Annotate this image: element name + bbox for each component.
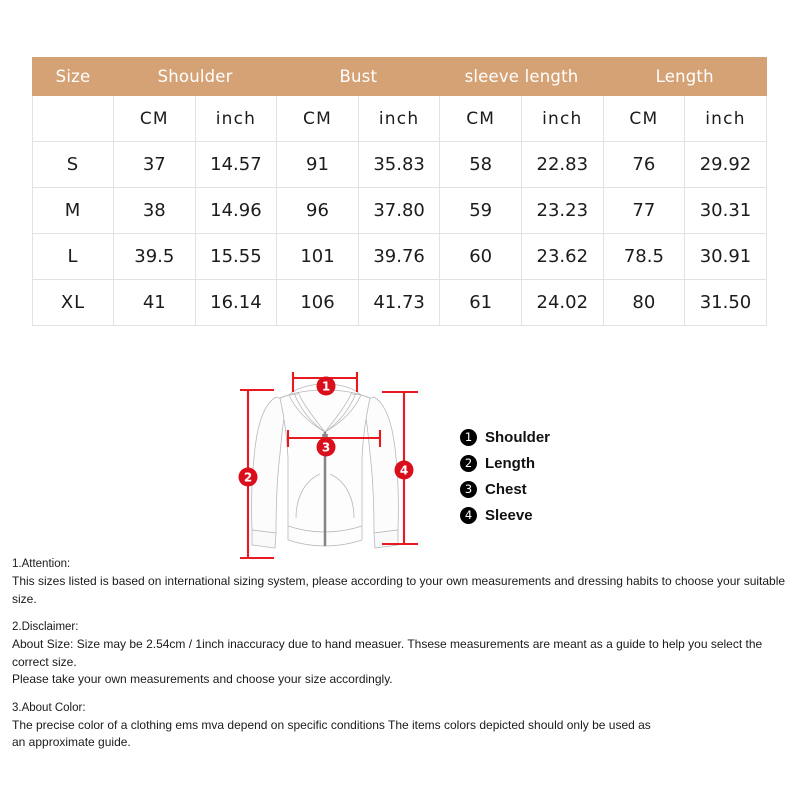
measurement-cell: 23.62	[520, 233, 604, 280]
legend-item-sleeve: 4 Sleeve	[460, 502, 640, 528]
size-chart-table-container: Size Shoulder Bust sleeve length Length CM inc…	[32, 57, 767, 326]
table-unit-row: CM inch CM inch CM inch CM inch	[32, 95, 767, 142]
size-label-xl: XL	[32, 279, 114, 326]
note-line: This sizes listed is based on internatio…	[12, 574, 786, 606]
notes-section: 1.Attention: This sizes listed is based o…	[12, 556, 792, 763]
table-row: M 38 14.96 96 37.80 59 23.23 77 30.31	[32, 187, 767, 234]
marker-1: 1	[316, 376, 336, 396]
measurement-cell: 35.83	[357, 141, 441, 188]
column-group-header-length: Length	[602, 57, 767, 96]
table-header-row: Size Shoulder Bust sleeve length Length	[32, 57, 767, 96]
size-label-m: M	[32, 187, 114, 234]
column-group-header-sleeve-length: sleeve length	[439, 57, 604, 96]
measurement-cell: 39.5	[113, 233, 196, 280]
measurement-cell: 15.55	[194, 233, 278, 280]
legend-label: Shoulder	[485, 428, 551, 446]
svg-text:1: 1	[322, 379, 330, 393]
note-line: an approximate guide.	[12, 735, 131, 749]
legend-number-badge-icon: 3	[460, 480, 477, 498]
measurement-cell: 38	[113, 187, 196, 234]
jacket-measurement-diagram: 1 2 3 4	[232, 368, 452, 568]
measurement-cell: 80	[602, 279, 686, 326]
measurement-cell: 60	[439, 233, 522, 280]
measurement-cell: 59	[439, 187, 522, 234]
measurement-cell: 24.02	[520, 279, 604, 326]
column-group-header-bust: Bust	[276, 57, 441, 96]
legend-item-length: 2 Length	[460, 450, 640, 476]
measurement-cell: 77	[602, 187, 686, 234]
table-row: L 39.5 15.55 101 39.76 60 23.62 78.5 30.91	[32, 233, 767, 280]
measurement-cell: 37	[113, 141, 196, 188]
column-group-header-shoulder: Shoulder	[112, 57, 278, 96]
measurement-cell: 39.76	[357, 233, 441, 280]
note-line: The precise color of a clothing ems mva …	[12, 717, 651, 732]
unit-header-cm-1: CM	[113, 95, 196, 142]
measurement-cell: 30.31	[684, 187, 767, 234]
measurement-cell: 96	[276, 187, 359, 234]
measurement-cell: 14.96	[194, 187, 278, 234]
legend-label: Chest	[485, 480, 527, 498]
note-block: 2.Disclaimer: About Size: Size may be 2.5…	[12, 619, 792, 689]
measurement-cell: 29.92	[684, 141, 767, 188]
note-title: 2.Disclaimer:	[12, 621, 79, 633]
marker-3: 3	[316, 437, 336, 457]
size-label-l: L	[32, 233, 114, 280]
unit-header-inch-2: inch	[194, 95, 278, 142]
unit-header-cm-3: CM	[276, 95, 359, 142]
table-row: S 37 14.57 91 35.83 58 22.83 76 29.92	[32, 141, 767, 188]
measurement-cell: 78.5	[602, 233, 686, 280]
note-title: 3.About Color:	[12, 701, 86, 714]
measurement-cell: 31.50	[684, 279, 767, 326]
measurement-cell: 14.57	[194, 141, 278, 188]
unit-header-empty	[32, 95, 114, 142]
measurement-cell: 22.83	[520, 141, 604, 188]
measurement-guides	[240, 372, 418, 560]
measurement-cell: 76	[602, 141, 686, 188]
size-label-s: S	[32, 141, 114, 188]
legend-label: Length	[485, 454, 535, 472]
svg-text:2: 2	[244, 470, 252, 484]
legend-item-chest: 3 Chest	[460, 476, 640, 502]
measurement-cell: 30.91	[684, 233, 767, 280]
legend-label: Sleeve	[485, 506, 533, 524]
note-block: 3.About Color: The precise color of a clo…	[12, 700, 792, 752]
measurement-cell: 101	[276, 233, 359, 280]
legend-number-badge-icon: 4	[460, 506, 477, 524]
size-chart-table: Size Shoulder Bust sleeve length Length CM inc…	[32, 57, 767, 326]
marker-4: 4	[394, 460, 414, 480]
measurement-legend: 1 Shoulder 2 Length 3 Chest 4 Sleeve	[460, 424, 640, 528]
measurement-cell: 58	[439, 141, 522, 188]
measurement-cell: 41.73	[357, 279, 441, 326]
note-title: 1.Attention:	[12, 558, 71, 570]
measurement-cell: 16.14	[194, 279, 278, 326]
measurement-cell: 23.23	[520, 187, 604, 234]
svg-text:3: 3	[322, 440, 330, 454]
measurement-cell: 37.80	[357, 187, 441, 234]
unit-header-cm-7: CM	[602, 95, 686, 142]
unit-header-inch-4: inch	[357, 95, 441, 142]
marker-2: 2	[238, 467, 258, 487]
legend-number-badge-icon: 2	[460, 454, 477, 472]
unit-header-cm-5: CM	[439, 95, 522, 142]
jacket-illustration	[251, 383, 399, 549]
legend-number-badge-icon: 1	[460, 428, 477, 446]
column-group-header-size: Size	[32, 57, 114, 96]
svg-text:4: 4	[400, 463, 408, 477]
measurement-cell: 91	[276, 141, 359, 188]
measurement-cell: 41	[113, 279, 196, 326]
note-line: About Size: Size may be 2.54cm / 1inch i…	[12, 637, 763, 669]
legend-item-shoulder: 1 Shoulder	[460, 424, 640, 450]
unit-header-inch-6: inch	[520, 95, 604, 142]
measurement-cell: 61	[439, 279, 522, 326]
measurement-cell: 106	[276, 279, 359, 326]
unit-header-inch-8: inch	[684, 95, 767, 142]
note-line: Please take your own measurements and ch…	[12, 672, 393, 686]
table-row: XL 41 16.14 106 41.73 61 24.02 80 31.50	[32, 279, 767, 326]
note-block: 1.Attention: This sizes listed is based o…	[12, 556, 792, 608]
